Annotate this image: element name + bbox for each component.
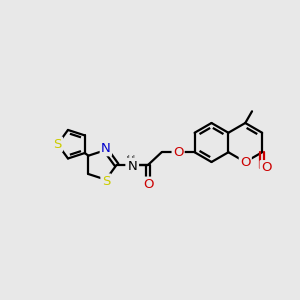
- Text: H: H: [128, 155, 136, 165]
- Text: S: S: [102, 175, 110, 188]
- Text: O: O: [240, 155, 250, 169]
- Text: O: O: [173, 146, 183, 159]
- Text: N: N: [101, 142, 111, 155]
- Text: N: N: [127, 160, 137, 173]
- Text: N: N: [127, 159, 137, 172]
- Text: S: S: [53, 138, 62, 151]
- Text: O: O: [240, 155, 250, 169]
- Text: S: S: [102, 175, 110, 188]
- Text: O: O: [143, 178, 153, 191]
- Text: O: O: [173, 146, 183, 159]
- Text: S: S: [53, 138, 62, 151]
- Text: O: O: [143, 178, 153, 190]
- Text: O: O: [261, 161, 271, 174]
- Text: N: N: [101, 142, 111, 155]
- Text: H: H: [125, 156, 134, 166]
- Text: O: O: [260, 161, 271, 174]
